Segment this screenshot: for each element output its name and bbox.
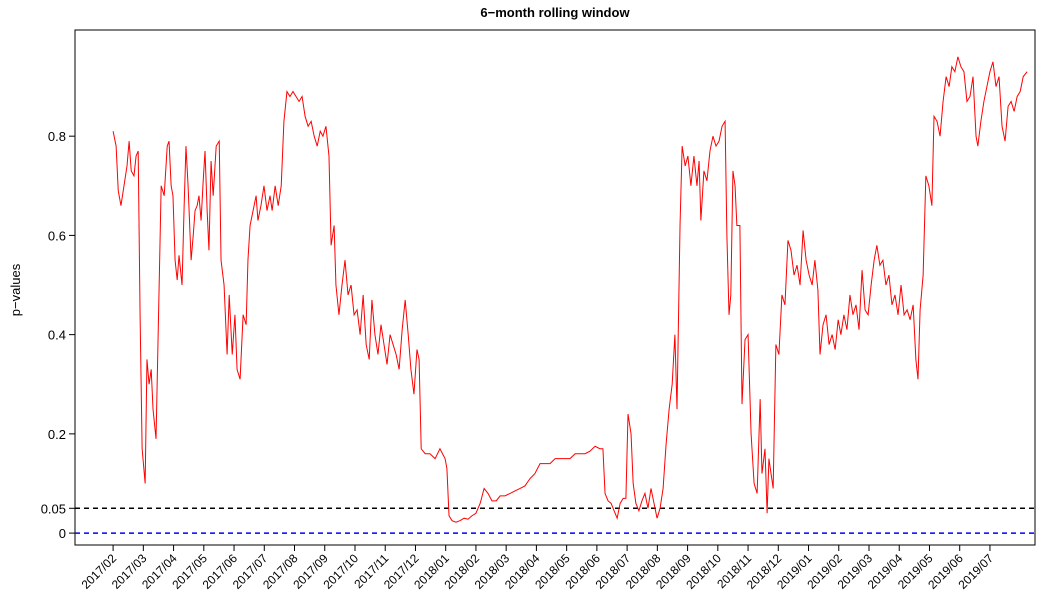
y-tick-label: 0 [59,526,66,541]
y-tick-label: 0.4 [48,328,66,343]
chart-title: 6−month rolling window [480,5,630,20]
y-tick-label: 0.05 [41,501,66,516]
y-tick-label: 0.8 [48,129,66,144]
plot-frame [74,29,1036,546]
y-tick-label: 0.2 [48,427,66,442]
y-tick-label: 0.6 [48,228,66,243]
y-axis-label: p−values [8,263,23,316]
data-line [112,56,1028,523]
